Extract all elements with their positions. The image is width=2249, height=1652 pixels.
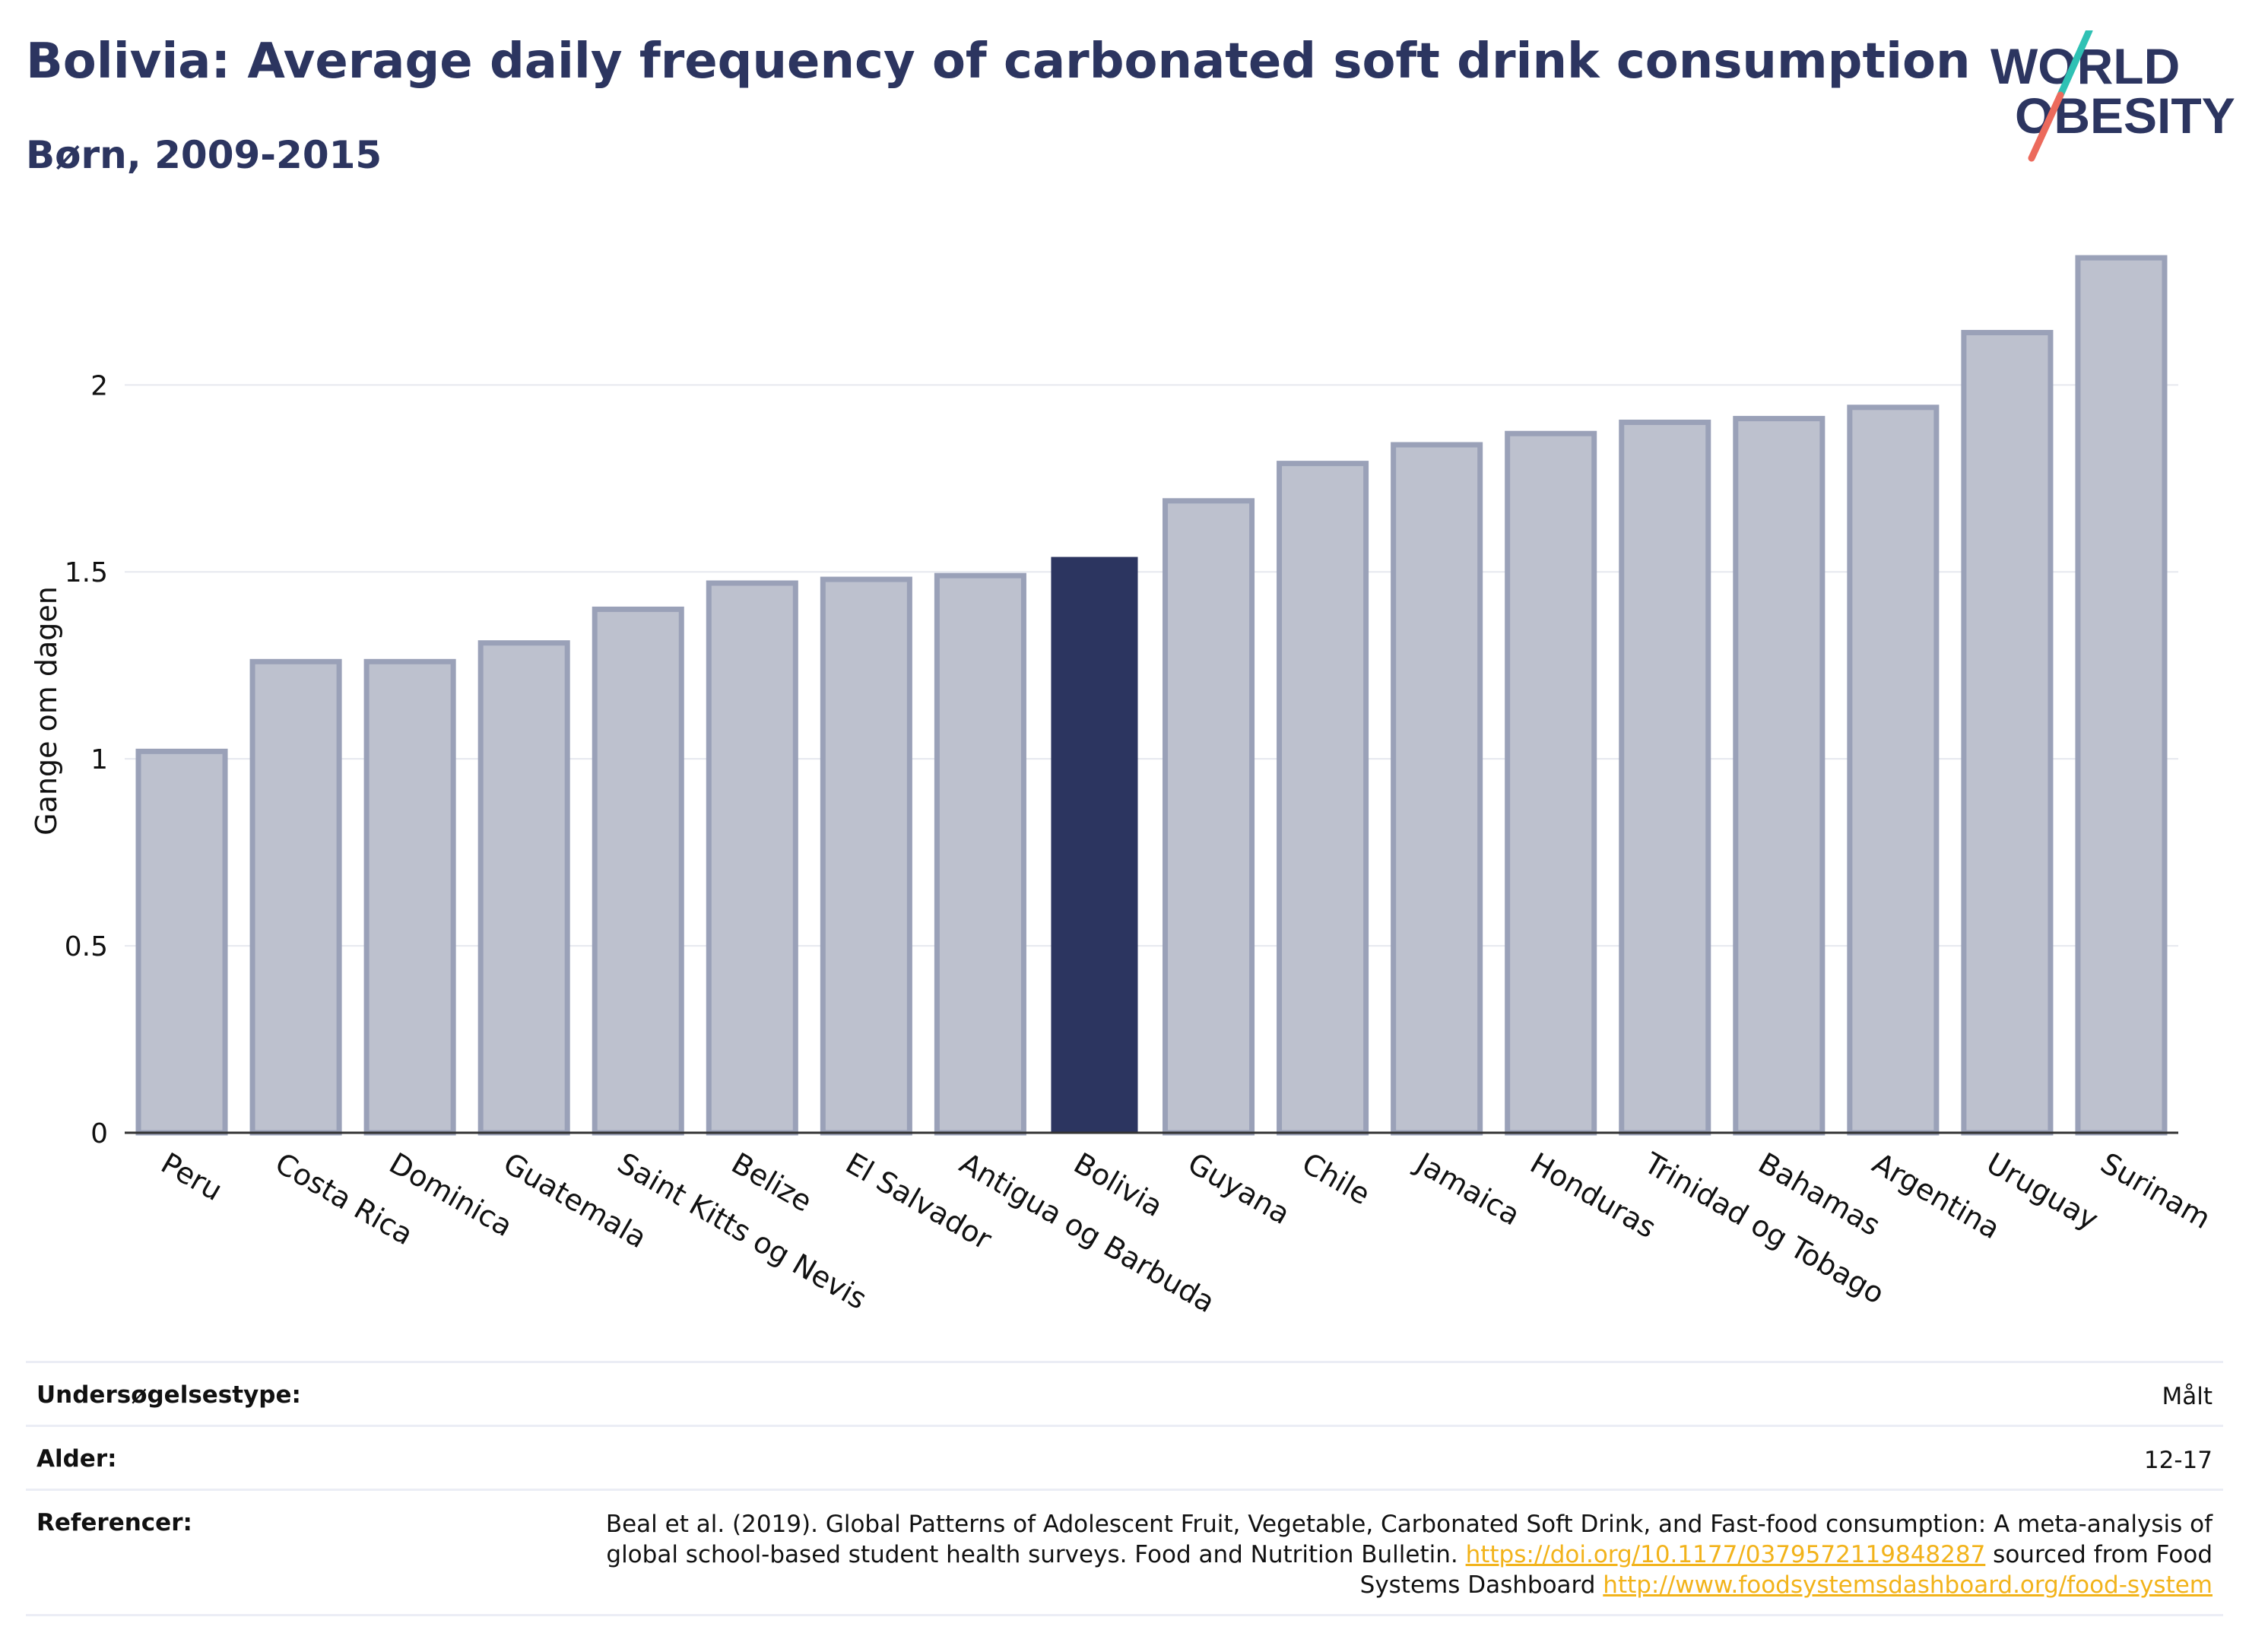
reference-citation: Beal et al. (2019). Global Patterns of A… xyxy=(605,1511,2213,1568)
metadata-table: Undersøgelsestype: Målt Alder: 12-17 Ref… xyxy=(26,1361,2223,1616)
x-tick-label: Honduras xyxy=(1524,1146,1661,1245)
bar-peru[interactable] xyxy=(135,748,228,1136)
bar-guatemala[interactable] xyxy=(477,640,570,1136)
x-tick-label: Jamaica xyxy=(1409,1146,1525,1232)
bar-antigua-og-barbuda[interactable] xyxy=(934,572,1026,1136)
world-obesity-logo: WORLD OBESITY xyxy=(1990,30,2235,162)
y-axis-label: Gange om dagen xyxy=(30,586,63,836)
x-tick-label: Belize xyxy=(726,1146,818,1219)
age-label: Alder: xyxy=(36,1445,117,1473)
references-value: Beal et al. (2019). Global Patterns of A… xyxy=(540,1509,2213,1600)
meta-row-references: Referencer: Beal et al. (2019). Global P… xyxy=(26,1489,2223,1616)
y-tick-label: 0.5 xyxy=(65,931,108,962)
bar-uruguay[interactable] xyxy=(1961,329,2054,1136)
bar-trinidad-og-tobago[interactable] xyxy=(1619,420,1711,1136)
bar-costa-rica[interactable] xyxy=(249,658,342,1136)
bar-chile[interactable] xyxy=(1277,461,1369,1136)
bar-honduras[interactable] xyxy=(1505,430,1597,1136)
x-tick-label: Surinam xyxy=(2095,1146,2216,1235)
bar-dominica[interactable] xyxy=(363,658,456,1136)
references-label: Referencer: xyxy=(36,1509,192,1536)
survey-type-label: Undersøgelsestype: xyxy=(36,1381,301,1409)
bar-el-salvador[interactable] xyxy=(820,576,912,1136)
doi-link[interactable]: https://doi.org/10.1177/0379572119848287 xyxy=(1465,1541,1986,1568)
bar-argentina[interactable] xyxy=(1847,404,1940,1136)
x-tick-label: Peru xyxy=(156,1146,228,1207)
x-tick-label: Argentina xyxy=(1867,1146,2006,1246)
x-tick-label: Chile xyxy=(1296,1146,1375,1212)
y-tick-label: 1 xyxy=(90,744,108,775)
x-tick-label: Guyana xyxy=(1182,1146,1296,1231)
bar-jamaica[interactable] xyxy=(1391,442,1483,1136)
chart-title: Bolivia: Average daily frequency of carb… xyxy=(26,33,1971,90)
dashboard-link[interactable]: http://www.foodsystemsdashboard.org/food… xyxy=(1603,1571,2213,1599)
bar-bolivia[interactable] xyxy=(1051,556,1138,1133)
bar-saint-kitts-og-nevis[interactable] xyxy=(592,606,684,1136)
bar-surinam[interactable] xyxy=(2075,255,2168,1136)
chart-subtitle: Børn, 2009-2015 xyxy=(26,133,382,177)
bar-belize[interactable] xyxy=(706,580,798,1136)
y-tick-label: 2 xyxy=(90,370,108,401)
age-value: 12-17 xyxy=(2143,1447,2213,1474)
survey-type-value: Målt xyxy=(2162,1383,2213,1410)
y-tick-label: 1.5 xyxy=(65,557,108,588)
bar-layer xyxy=(135,255,2168,1136)
logo-slash-coral xyxy=(2028,91,2064,162)
meta-row-age: Alder: 12-17 xyxy=(26,1425,2223,1489)
grid-layer xyxy=(125,384,2178,947)
bar-guyana[interactable] xyxy=(1163,498,1255,1136)
logo-slash-teal xyxy=(2057,30,2093,99)
meta-row-survey-type: Undersøgelsestype: Målt xyxy=(26,1361,2223,1425)
bar-bahamas[interactable] xyxy=(1733,416,1826,1136)
y-tick-label: 0 xyxy=(90,1118,108,1149)
reference-source: sourced from Food Systems Dashboard xyxy=(1359,1541,2213,1599)
